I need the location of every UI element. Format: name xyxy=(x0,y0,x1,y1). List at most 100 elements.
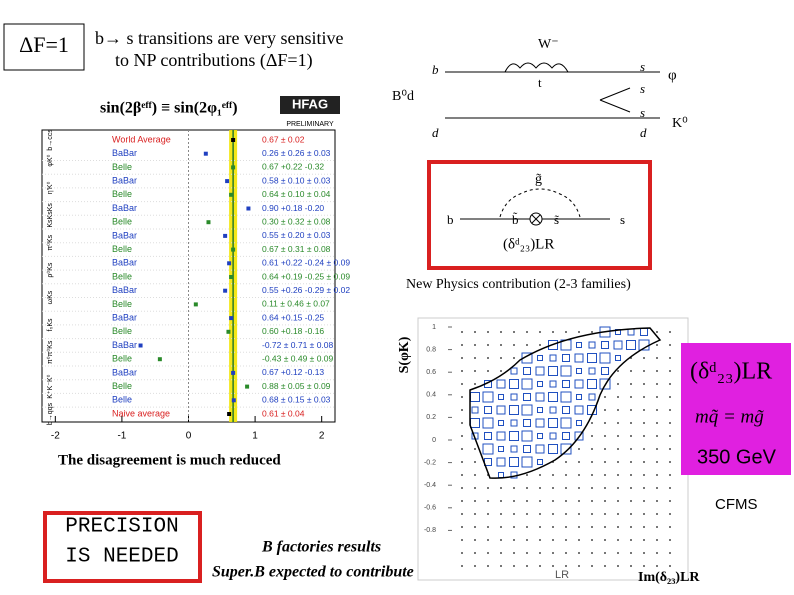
density-dot xyxy=(552,565,554,567)
density-dot xyxy=(656,539,658,541)
density-dot xyxy=(630,448,632,450)
density-box xyxy=(588,367,596,375)
mode-label: K⁺K⁻K⁰ xyxy=(46,374,54,398)
density-dot xyxy=(643,383,645,385)
density-box xyxy=(537,355,543,361)
row-label: 0.11 ± 0.46 ± 0.07 xyxy=(262,299,330,309)
density-dot xyxy=(500,552,502,554)
density-dot xyxy=(669,526,671,528)
density-box xyxy=(537,433,543,439)
label: K⁰ xyxy=(672,116,688,131)
row-name: BaBar xyxy=(112,148,137,158)
density-dot xyxy=(630,396,632,398)
density-dot xyxy=(461,526,463,528)
density-box xyxy=(535,392,545,402)
logo-box xyxy=(280,96,340,114)
density-dot xyxy=(591,435,593,437)
density-dot xyxy=(526,474,528,476)
density-dot xyxy=(474,357,476,359)
density-dot xyxy=(669,552,671,554)
density-dot xyxy=(630,500,632,502)
density-dot xyxy=(461,552,463,554)
density-dot xyxy=(461,539,463,541)
bfactories: B factories results xyxy=(261,539,381,556)
point xyxy=(138,343,143,348)
density-dot xyxy=(487,344,489,346)
point xyxy=(227,412,232,416)
density-dot xyxy=(474,370,476,372)
badge: ΔF=1 xyxy=(19,32,69,57)
density-dot xyxy=(487,513,489,515)
density-box xyxy=(498,394,504,400)
density-dot xyxy=(630,474,632,476)
density-dot xyxy=(669,357,671,359)
label: s xyxy=(640,81,645,96)
density-box xyxy=(523,367,531,375)
density-box xyxy=(560,443,572,455)
density-box xyxy=(523,393,531,401)
density-box xyxy=(510,445,518,453)
scan-plot: 1 0.8 0.6 0.4 0.2 0 -0.2 -0.4 -0.6 -0.8 xyxy=(417,317,689,581)
np-box xyxy=(427,160,652,270)
caption: The disagreement is much reduced xyxy=(58,452,281,468)
density-dot xyxy=(604,526,606,528)
y-tick-label: 0.2 xyxy=(426,414,436,421)
row-label: 0.68 ± 0.15 ± 0.03 xyxy=(262,395,331,405)
density-dot xyxy=(643,552,645,554)
density-dot xyxy=(617,448,619,450)
density-box xyxy=(549,380,557,388)
row-name: BaBar xyxy=(112,367,137,377)
density-dot xyxy=(565,461,567,463)
density-dot xyxy=(630,461,632,463)
density-box xyxy=(548,366,558,376)
density-dot xyxy=(630,357,632,359)
density-dot xyxy=(656,435,658,437)
feynman-np xyxy=(460,188,610,226)
density-dot xyxy=(552,500,554,502)
density-box xyxy=(548,392,558,402)
density-dot xyxy=(643,409,645,411)
density-dot xyxy=(578,448,580,450)
row-label: 0.55 +0.26 -0.29 ± 0.02 xyxy=(262,285,350,295)
density-dot xyxy=(643,513,645,515)
density-dot xyxy=(565,526,567,528)
density-dot xyxy=(539,552,541,554)
density-dot xyxy=(565,474,567,476)
density-dot xyxy=(552,539,554,541)
density-box xyxy=(510,367,518,375)
density-dot xyxy=(487,539,489,541)
density-box xyxy=(484,406,492,414)
density-dot xyxy=(565,539,567,541)
density-box xyxy=(576,420,582,426)
density-dot xyxy=(604,474,606,476)
density-box xyxy=(509,405,519,415)
density-dot xyxy=(643,396,645,398)
density-dot xyxy=(526,526,528,528)
row-name: World Average xyxy=(112,134,171,144)
density-dot xyxy=(617,370,619,372)
density-dot xyxy=(591,513,593,515)
density-dot xyxy=(643,461,645,463)
density-dot xyxy=(461,422,463,424)
density-dot xyxy=(617,539,619,541)
density-dot xyxy=(500,357,502,359)
density-box xyxy=(484,432,492,440)
density-dot xyxy=(578,539,580,541)
point xyxy=(223,233,228,238)
density-box xyxy=(509,457,519,467)
density-dot xyxy=(578,513,580,515)
density-dot xyxy=(500,344,502,346)
plot-title: sin(2βᵉᶠᶠ) ≡ sin(2φ₁ᵉᶠᶠ) xyxy=(100,100,238,117)
density-dot xyxy=(643,357,645,359)
density-dot xyxy=(474,487,476,489)
density-dot xyxy=(604,461,606,463)
density-dot xyxy=(604,539,606,541)
density-dot xyxy=(552,461,554,463)
x-tick-label: 0 xyxy=(186,431,192,442)
density-dot xyxy=(643,435,645,437)
density-dot xyxy=(513,344,515,346)
density-dot xyxy=(669,500,671,502)
row-label: 0.90 +0.18 -0.20 xyxy=(262,203,324,213)
density-dot xyxy=(656,487,658,489)
density-dot xyxy=(617,461,619,463)
